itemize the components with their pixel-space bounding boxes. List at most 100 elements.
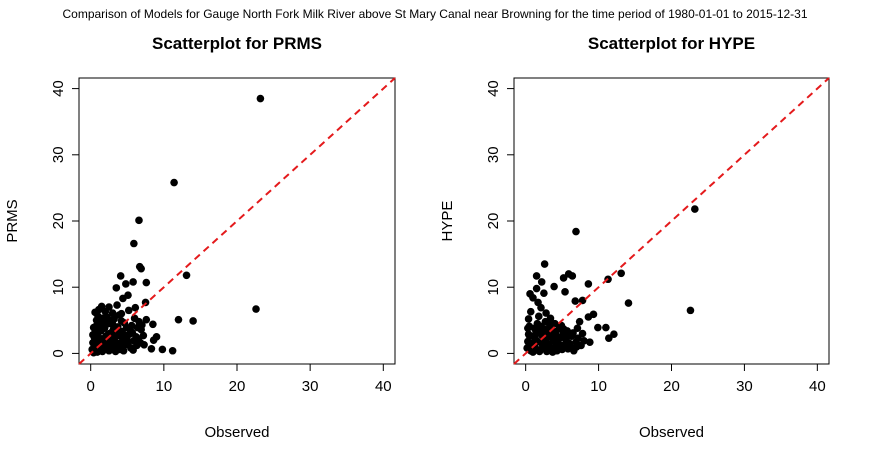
data-point (542, 309, 550, 317)
data-point (122, 280, 130, 288)
data-point (114, 339, 123, 348)
data-point (142, 278, 151, 287)
data-point (550, 282, 558, 291)
data-point (571, 297, 580, 305)
x-axis: 0 10 20 30 40 (87, 363, 392, 395)
data-point (572, 227, 580, 236)
data-point (617, 269, 625, 278)
data-point (94, 327, 103, 336)
data-point (147, 344, 156, 353)
data-point (540, 289, 548, 297)
data-point (140, 341, 148, 349)
data-point (137, 264, 145, 273)
x-tick-label: 40 (809, 378, 826, 395)
data-point (532, 272, 541, 280)
y-tick-label: 40 (485, 80, 502, 97)
data-point (586, 338, 594, 346)
data-point (610, 330, 618, 339)
data-point (534, 329, 543, 337)
data-point (122, 331, 130, 340)
data-point (604, 334, 613, 342)
data-point (138, 321, 146, 329)
data-point (568, 272, 577, 280)
data-point (108, 320, 117, 329)
data-point (584, 280, 593, 288)
data-point (556, 343, 564, 352)
data-point (134, 335, 143, 344)
x-tick-label: 20 (229, 378, 246, 395)
data-point (116, 272, 125, 280)
data-point (170, 178, 178, 187)
data-point (537, 278, 546, 286)
data-point (89, 323, 98, 332)
data-point (98, 314, 107, 323)
data-point (129, 346, 137, 354)
data-point (529, 294, 537, 302)
data-point (534, 312, 543, 321)
data-point (256, 94, 265, 103)
y-axis-label: PRMS (4, 199, 21, 242)
data-point (535, 347, 544, 356)
x-tick-label: 10 (590, 378, 607, 395)
y-axis: 0 10 20 30 40 (485, 80, 515, 358)
data-point (119, 294, 127, 303)
chart-title: Scatterplot for PRMS (152, 34, 322, 53)
x-tick-label: 10 (156, 378, 173, 395)
x-tick-label: 20 (663, 378, 680, 395)
data-point (158, 345, 167, 354)
y-axis: 0 10 20 30 40 (50, 80, 80, 358)
data-point (691, 205, 699, 213)
data-point (569, 346, 578, 355)
data-point (594, 323, 602, 332)
data-point (130, 239, 138, 248)
y-tick-label: 30 (50, 146, 67, 163)
data-point (189, 317, 197, 325)
data-point (553, 336, 562, 344)
y-tick-label: 0 (485, 349, 502, 357)
data-point (101, 321, 110, 330)
scatter-points (523, 205, 699, 356)
data-point (94, 305, 103, 314)
data-point (113, 301, 121, 309)
data-point (111, 347, 120, 356)
data-point (548, 348, 557, 356)
data-point (624, 299, 633, 307)
data-point (602, 323, 610, 332)
figure-suptitle: Comparison of Models for Gauge North For… (62, 7, 807, 21)
data-point (540, 260, 549, 268)
y-tick-label: 20 (485, 213, 502, 230)
data-point (686, 306, 695, 315)
panel-prms: Scatterplot for PRMS 0 10 20 30 40 Observed 0 10… (4, 34, 396, 441)
data-point (142, 315, 151, 324)
x-axis-label: Observed (204, 424, 269, 441)
data-point (534, 298, 542, 307)
x-axis-label: Observed (639, 424, 704, 441)
x-tick-label: 40 (375, 378, 392, 395)
data-point (537, 322, 545, 331)
data-point (149, 320, 157, 329)
data-point (524, 315, 533, 323)
y-tick-label: 40 (50, 80, 67, 97)
x-axis: 0 10 20 30 40 (521, 363, 826, 395)
data-point (115, 311, 124, 319)
data-point (182, 271, 191, 280)
data-point (559, 325, 568, 333)
data-point (124, 306, 133, 315)
data-point (574, 334, 582, 342)
y-tick-label: 20 (50, 213, 67, 230)
data-point (526, 307, 535, 316)
y-tick-label: 10 (485, 279, 502, 296)
scatter-points (88, 94, 265, 357)
one-to-one-line (513, 77, 830, 365)
data-point (149, 336, 158, 344)
chart-title: Scatterplot for HYPE (588, 34, 755, 53)
data-point (564, 330, 573, 339)
data-point (252, 305, 260, 313)
data-point (559, 274, 568, 282)
y-tick-label: 30 (485, 146, 502, 163)
data-point (575, 317, 584, 326)
data-point (135, 216, 143, 225)
data-point (124, 341, 132, 349)
data-point (129, 278, 137, 286)
